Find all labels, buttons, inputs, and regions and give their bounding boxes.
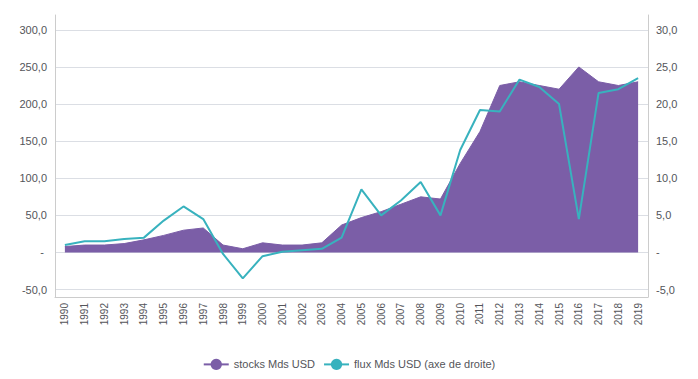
svg-text:2012: 2012 (494, 303, 505, 326)
svg-text:2009: 2009 (435, 303, 446, 326)
svg-text:2013: 2013 (514, 303, 525, 326)
svg-text:1999: 1999 (237, 303, 248, 326)
svg-text:2005: 2005 (356, 303, 367, 326)
svg-text:flux Mds USD (axe de droite): flux Mds USD (axe de droite) (354, 358, 495, 370)
svg-text:2003: 2003 (316, 303, 327, 326)
svg-text:1993: 1993 (119, 303, 130, 326)
svg-text:250,0: 250,0 (19, 61, 47, 73)
svg-text:2002: 2002 (297, 303, 308, 326)
svg-text:-: - (656, 246, 663, 258)
svg-text:2017: 2017 (593, 303, 604, 326)
svg-text:2004: 2004 (336, 303, 347, 326)
svg-text:2019: 2019 (633, 303, 644, 326)
svg-text:2014: 2014 (534, 303, 545, 326)
svg-text:2016: 2016 (573, 303, 584, 326)
svg-text:1996: 1996 (178, 303, 189, 326)
svg-text:150,0: 150,0 (19, 135, 47, 147)
svg-text:2000: 2000 (257, 303, 268, 326)
svg-text:2015: 2015 (554, 303, 565, 326)
svg-text:1994: 1994 (138, 303, 149, 326)
svg-text:1998: 1998 (218, 303, 229, 326)
svg-text:5,0: 5,0 (656, 209, 671, 221)
svg-text:2001: 2001 (277, 303, 288, 326)
svg-text:2007: 2007 (395, 303, 406, 326)
svg-text:50,0: 50,0 (26, 209, 47, 221)
svg-text:1997: 1997 (198, 303, 209, 326)
svg-text:2008: 2008 (415, 303, 426, 326)
svg-text:20,0: 20,0 (656, 98, 677, 110)
svg-text:2011: 2011 (474, 303, 485, 325)
svg-text:-5,0: -5,0 (656, 284, 675, 296)
svg-text:1995: 1995 (158, 303, 169, 326)
svg-text:300,0: 300,0 (19, 24, 47, 36)
svg-text:1991: 1991 (79, 303, 90, 326)
svg-text:1992: 1992 (99, 303, 110, 326)
svg-text:stocks Mds USD: stocks Mds USD (234, 358, 315, 370)
svg-text:15,0: 15,0 (656, 135, 677, 147)
svg-text:2018: 2018 (613, 303, 624, 326)
svg-text:2010: 2010 (455, 303, 466, 326)
svg-text:-: - (40, 246, 47, 258)
svg-text:10,0: 10,0 (656, 172, 677, 184)
svg-text:-50,0: -50,0 (22, 284, 47, 296)
svg-text:2006: 2006 (376, 303, 387, 326)
svg-text:100,0: 100,0 (19, 172, 47, 184)
svg-text:200,0: 200,0 (19, 98, 47, 110)
svg-text:30,0: 30,0 (656, 24, 677, 36)
svg-text:25,0: 25,0 (656, 61, 677, 73)
svg-text:1990: 1990 (59, 303, 70, 326)
